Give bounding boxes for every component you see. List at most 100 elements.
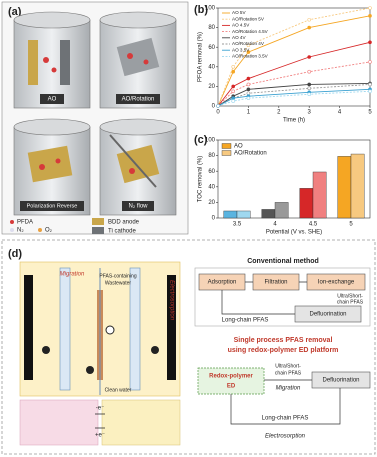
legend-text: Ti cathode (108, 229, 136, 235)
x-tick-label: 3 (308, 110, 312, 116)
point (368, 60, 372, 64)
legend-text: N₂ (17, 228, 24, 234)
legend-label: AO 5V (232, 10, 246, 15)
panel-label: (c) (194, 134, 208, 146)
legend-text: PFDA (17, 220, 33, 226)
panel-label: (b) (194, 4, 208, 16)
legend-label: AO/Rotation 4V (232, 41, 265, 46)
y-axis-label: PFOA removal (%) (198, 32, 204, 82)
y-tick-label: 80 (208, 25, 215, 31)
legend-label: AO/Rotation 4.5V (232, 29, 269, 34)
y-tick-label: 0 (212, 104, 216, 110)
x-axis-label: Potential (V vs. SHE) (266, 230, 322, 236)
y-axis-label: TOC removal (%) (198, 156, 204, 203)
point (307, 92, 312, 97)
section-title: using redox-polymer ED platform (228, 347, 339, 354)
bar (350, 153, 365, 219)
x-tick-label: 4.5 (309, 222, 318, 228)
point (307, 25, 312, 30)
bar (261, 209, 276, 219)
step: Redox-polymer (209, 374, 253, 380)
y-tick-label: 0 (212, 216, 216, 222)
annotation: Clean water (105, 387, 132, 393)
point (307, 82, 312, 87)
bar (312, 171, 327, 219)
legend-swatch (221, 143, 232, 149)
step: Defluorination (309, 312, 346, 318)
annotation: Ultra/Short- (337, 293, 363, 299)
y-tick-label: 60 (208, 169, 215, 175)
x-tick-label: 4 (273, 222, 277, 228)
y-tick-label: 100 (205, 138, 216, 144)
point (368, 82, 372, 87)
y-tick-label: 40 (208, 184, 215, 190)
point (246, 96, 251, 100)
x-tick-label: 2 (277, 110, 281, 116)
panel-label: (a) (8, 6, 22, 18)
point (307, 69, 312, 74)
point (368, 40, 372, 45)
point (231, 84, 235, 89)
point (307, 86, 312, 91)
point (246, 50, 251, 54)
cell-label: AO/Rotation (122, 97, 155, 103)
step: Filtration (264, 280, 287, 286)
point (231, 65, 235, 69)
legend-text: O₂ (45, 228, 53, 234)
x-tick-label: 5 (349, 222, 353, 228)
y-tick-label: 80 (208, 153, 215, 159)
annotation: chain PFAS (275, 370, 302, 376)
x-axis-label: Time (h) (283, 118, 305, 124)
annotation: Long-chain PFAS (222, 318, 269, 324)
cell-label: AO (48, 97, 57, 103)
point (307, 17, 312, 22)
legend-a (10, 218, 104, 234)
section-title: Conventional method (247, 258, 319, 265)
y-tick-label: 40 (208, 64, 215, 70)
legend-swatch (221, 150, 232, 156)
point (246, 43, 251, 48)
legend-label: AO/Rotation 5V (232, 16, 265, 21)
step: Adsorption (208, 280, 237, 286)
bar (236, 210, 251, 219)
bar (274, 202, 289, 219)
step: ED (227, 384, 236, 390)
cell-label: Polarization Reverse (27, 203, 78, 209)
series-line (217, 61, 371, 107)
annotation: Electrosorption (265, 434, 306, 440)
point (368, 14, 372, 18)
annotation: Ultra/Short- (275, 363, 301, 369)
panel-label: (d) (8, 248, 22, 260)
annotation: Wastewater (105, 280, 132, 286)
point (216, 104, 220, 108)
step: Ion-exchange (318, 280, 355, 286)
legend-label: AO 4.5V (232, 23, 250, 28)
step: Defluorination (322, 378, 359, 384)
point (246, 87, 251, 92)
series-line (217, 90, 371, 107)
bar (337, 156, 352, 219)
annotation: -e⁻ (96, 406, 105, 412)
legend-label: AO 3.5V (232, 47, 250, 52)
x-tick-label: 3.5 (233, 222, 242, 228)
ed-cell (19, 261, 181, 446)
point (307, 55, 312, 59)
x-tick-label: 0 (216, 110, 220, 116)
legend-label: AO 4V (232, 35, 246, 40)
point (368, 89, 372, 94)
y-tick-label: 60 (208, 45, 215, 51)
legend-label: AO/Rotation 3.5V (232, 54, 269, 59)
point (231, 99, 235, 103)
process-diagram (194, 267, 371, 425)
bar (223, 210, 238, 219)
legend-text: BDD anode (108, 220, 140, 226)
x-tick-label: 5 (368, 110, 372, 116)
y-tick-label: 100 (205, 6, 216, 12)
point (246, 91, 251, 96)
x-tick-label: 1 (247, 110, 251, 116)
point (231, 89, 235, 94)
y-tick-label: 20 (208, 84, 215, 90)
annotation: Long-chain PFAS (262, 416, 309, 422)
cell-label: N₂ flow (129, 204, 149, 210)
